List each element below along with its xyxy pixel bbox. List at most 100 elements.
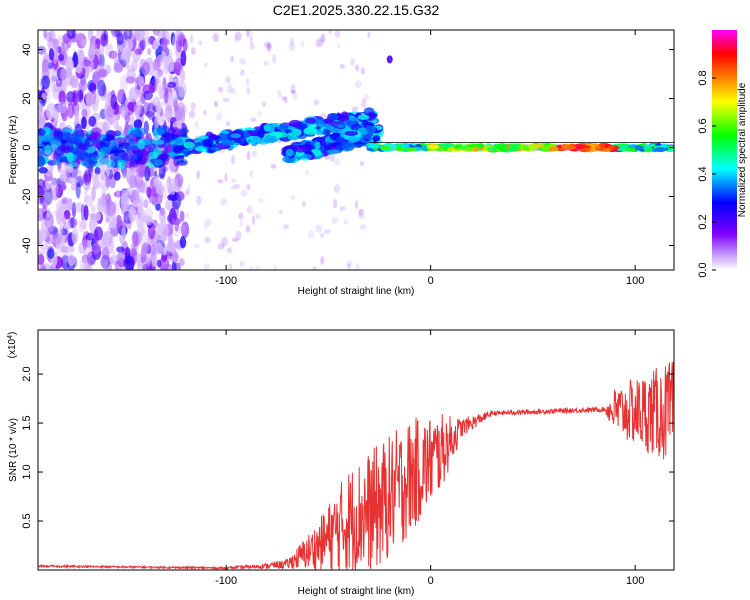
spectrogram-cell	[136, 251, 142, 264]
spectrogram-cell	[134, 173, 144, 188]
spectrogram-cell	[212, 32, 219, 42]
spectrogram-cell	[108, 50, 118, 59]
spectrogram-cell	[187, 184, 191, 194]
spectrogram-cell	[91, 90, 100, 107]
spectrogram-cell	[141, 61, 151, 76]
spectrogram-cell	[363, 93, 369, 101]
spectrogram-cell	[293, 144, 308, 153]
spectrogram-cell	[126, 145, 139, 154]
spectrogram-cell	[227, 76, 231, 85]
spectrogram-cell	[202, 138, 213, 148]
spectrogram-cell	[42, 200, 49, 210]
spectrogram-cell	[246, 184, 251, 190]
spectrogram-cell	[125, 47, 131, 61]
spectrogram-cell	[59, 173, 68, 182]
spectrogram-cell	[62, 131, 70, 141]
spectrogram-cell	[137, 204, 144, 216]
spectrogram-cell	[58, 180, 67, 190]
spectrogram-cell	[77, 51, 84, 62]
spectrogram-cell	[85, 90, 94, 108]
snr-ytick-label: 1.0	[21, 464, 33, 479]
spectrogram-cell	[83, 169, 92, 186]
spectrogram-cell	[367, 31, 371, 38]
spectrogram-cell	[60, 68, 67, 81]
spectrogram-cell	[115, 214, 123, 232]
spectrogram-cell	[284, 128, 292, 134]
spectrogram-cell	[358, 209, 363, 216]
spectrogram-cell	[182, 150, 194, 155]
spectrogram-cell	[230, 133, 242, 139]
spectrogram-cell	[96, 182, 107, 189]
spectrogram-cell	[94, 166, 101, 175]
spectrogram-cell	[304, 150, 313, 156]
spectrogram-cell	[328, 120, 342, 125]
spectrogram-cell	[328, 30, 332, 35]
spectrogram-cell	[39, 243, 49, 250]
spectrogram-cell	[361, 98, 367, 109]
spectrogram-cell	[171, 217, 182, 226]
spectrogram-cell	[160, 222, 169, 238]
spectrogram-cell	[634, 145, 644, 151]
spectrogram-cell	[67, 254, 76, 266]
spectrogram-cell	[277, 89, 282, 98]
spectrogram-cell	[312, 266, 317, 270]
spectrogram-cell	[158, 84, 166, 97]
spectrogram-cell	[116, 42, 123, 54]
spectrogram-cell	[152, 139, 165, 145]
spectrogram-cell	[360, 67, 365, 75]
spectrogram-cell	[178, 258, 185, 267]
spectrogram-cell	[154, 74, 162, 93]
spectrogram-cell	[142, 101, 151, 116]
spectrogram-cell	[263, 41, 271, 48]
spectrogram-cell	[224, 76, 230, 84]
spectrogram-cell	[235, 230, 242, 241]
spectrogram-cell	[193, 243, 200, 249]
spectrogram-cell	[329, 152, 335, 162]
spectrogram-cell	[159, 207, 165, 216]
spectrogram-cell	[162, 76, 167, 92]
spectrogram-cell	[354, 80, 362, 89]
spectrogram-cell	[137, 213, 144, 227]
spectrogram-cell	[257, 111, 262, 116]
spectrogram-cell	[162, 166, 168, 173]
spectrogram-cell	[101, 187, 107, 197]
spectrogram-cell	[65, 246, 75, 253]
spectrogram-cell	[216, 112, 222, 121]
spectrogram-cell	[105, 159, 116, 168]
spectrogram-cell	[313, 99, 320, 106]
spectrogram-cell	[134, 48, 142, 55]
spectrogram-cell	[122, 247, 132, 257]
spectrogram-ytick-label: -40	[21, 238, 33, 254]
spectrogram-cell	[226, 121, 230, 126]
spectrogram-cell	[487, 147, 498, 151]
spectrogram-cell	[289, 37, 295, 47]
spectrogram-cell	[354, 200, 359, 210]
spectrogram-cell	[408, 147, 417, 152]
spectrogram-cell	[38, 178, 46, 196]
spectrogram-cell	[333, 158, 341, 166]
spectrogram-cell	[160, 100, 168, 108]
spectrogram-cell	[167, 81, 177, 88]
spectrogram-cell	[247, 30, 253, 40]
spectrogram-cell	[88, 115, 97, 127]
spectrogram-image	[38, 30, 674, 270]
spectrogram-cell	[213, 100, 219, 108]
spectrogram-cell	[131, 231, 139, 248]
spectrogram-cell	[290, 194, 295, 201]
spectrogram-cell	[38, 208, 45, 221]
spectrogram-cell	[196, 170, 200, 180]
spectrogram-cell	[91, 185, 96, 201]
spectrogram-cell	[367, 144, 380, 149]
spectrogram-cell	[85, 172, 92, 183]
spectrogram-cell	[136, 180, 146, 193]
spectrogram-cell	[51, 66, 56, 78]
spectrogram-cell	[231, 154, 235, 165]
spectrogram-cell	[278, 210, 283, 215]
spectrogram-cell	[139, 39, 146, 51]
spectrogram-cell	[335, 136, 345, 144]
spectrogram-cell	[359, 224, 367, 230]
spectrogram-cell	[222, 97, 230, 102]
spectrogram-y-label: Frequency (Hz)	[8, 116, 19, 185]
spectrogram-cell	[172, 250, 179, 264]
spectrogram-cell	[90, 205, 96, 213]
